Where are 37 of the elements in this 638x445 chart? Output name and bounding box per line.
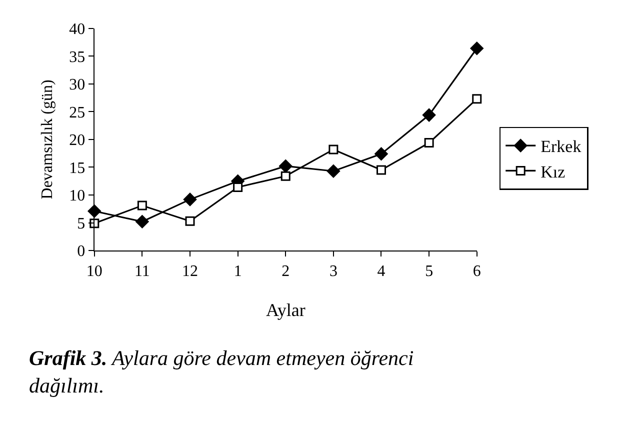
point [424, 138, 434, 148]
x-tick-label: 4 [377, 262, 386, 280]
y-tick-label: 0 [77, 243, 86, 260]
x-tick-label: 1 [234, 262, 242, 280]
point [185, 216, 195, 226]
y-tick-label: 30 [69, 76, 86, 94]
point [280, 171, 290, 181]
x-tick-label: 5 [425, 262, 434, 280]
x-tick-label: 6 [472, 262, 481, 280]
y-axis-title: Devamsızlık (gün) [38, 80, 56, 200]
point [279, 160, 292, 173]
y-tick-label: 20 [69, 132, 86, 150]
text: Grafik 3. Aylara göre devam etmeyen öğrenci dağılımı. [29, 346, 414, 398]
x-axis-title: Aylar [266, 300, 306, 320]
point [137, 200, 147, 210]
y-tick-label: 15 [69, 160, 86, 177]
point [183, 192, 197, 206]
point [233, 182, 243, 192]
y-tick-label: 25 [69, 104, 86, 122]
x-tick-label: 11 [134, 262, 150, 280]
y-tick-label: 10 [69, 188, 86, 205]
point [328, 144, 338, 154]
x-tick-label: 2 [282, 262, 290, 280]
y-tick-label: 35 [69, 48, 86, 66]
point [136, 215, 149, 228]
x-tick-label: 12 [182, 262, 198, 280]
legend-label: Erkek [540, 137, 582, 156]
x-tick-label: 3 [329, 262, 338, 280]
point [326, 164, 340, 178]
y-tick-label: 5 [77, 215, 86, 232]
legend-label: Kız [540, 162, 566, 182]
point [470, 42, 484, 55]
point [374, 147, 388, 160]
point [422, 108, 436, 122]
y-tick-label: 40 [69, 21, 86, 38]
point [376, 165, 386, 175]
point [472, 94, 482, 104]
